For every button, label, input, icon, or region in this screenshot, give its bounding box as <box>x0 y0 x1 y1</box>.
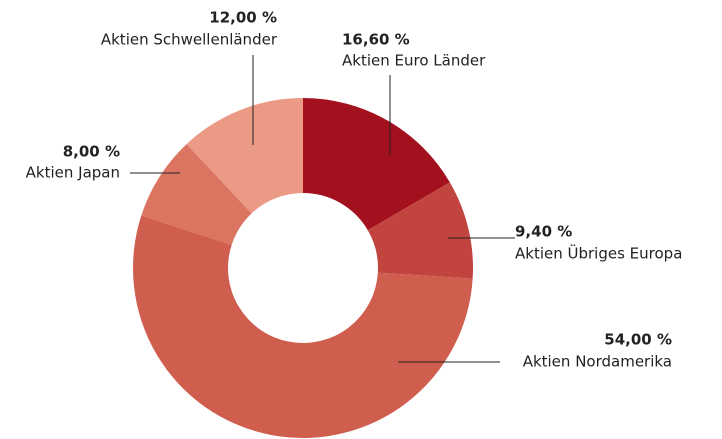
wedge <box>141 144 252 245</box>
wedge <box>303 98 450 231</box>
category-label: Aktien Japan <box>26 164 120 182</box>
category-label: Aktien Übriges Europa <box>515 244 682 263</box>
value-label: 8,00 % <box>63 143 120 161</box>
value-label: 16,60 % <box>342 31 410 49</box>
category-label: Aktien Euro Länder <box>342 52 486 70</box>
category-label: Aktien Nordamerika <box>523 353 672 371</box>
value-label: 12,00 % <box>209 9 277 27</box>
value-label: 54,00 % <box>604 331 672 349</box>
wedge <box>367 182 474 279</box>
value-label: 9,40 % <box>515 223 572 241</box>
wedge <box>186 98 303 214</box>
category-label: Aktien Schwellenländer <box>101 31 278 49</box>
wedge <box>133 215 473 438</box>
